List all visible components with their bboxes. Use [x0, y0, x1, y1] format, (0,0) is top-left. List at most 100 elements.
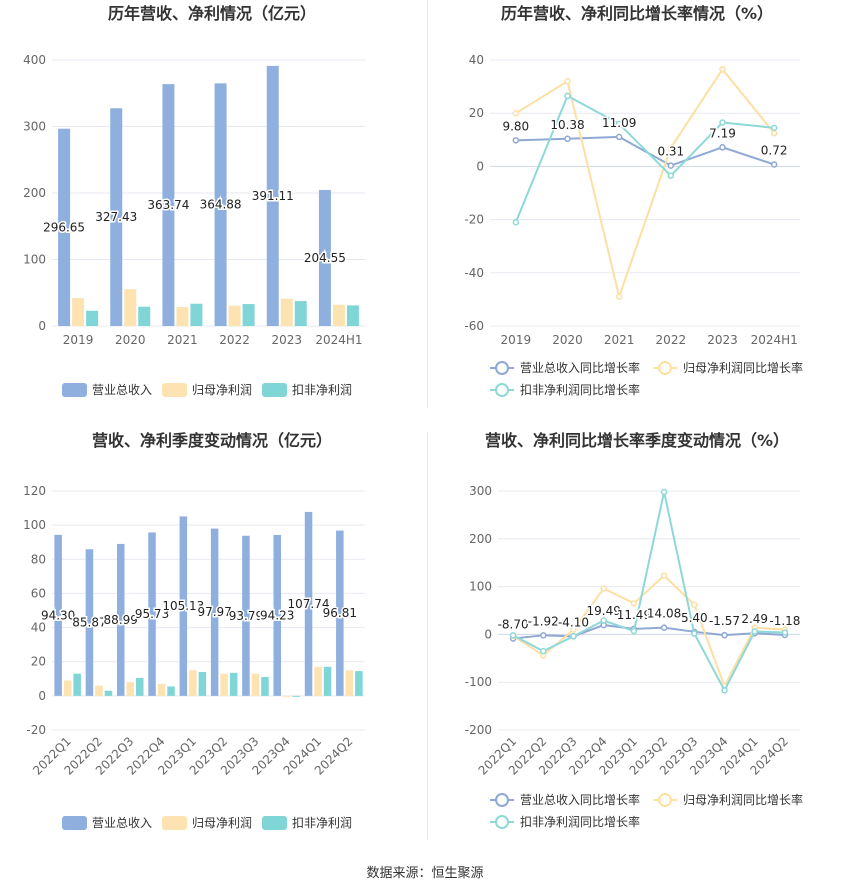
legend-label: 归母净利润 — [192, 816, 252, 830]
y-tick-label: 80 — [31, 552, 46, 566]
bar — [345, 670, 354, 696]
data-label: 364.88 — [200, 198, 242, 212]
x-tick-label: 2020 — [115, 333, 146, 347]
y-tick-label: 0 — [38, 689, 46, 703]
data-label: -1.18 — [769, 614, 800, 628]
y-tick-label: 0 — [38, 319, 46, 333]
legend-label: 扣非净利润 — [292, 816, 352, 830]
divider-bottom — [427, 432, 428, 840]
bar — [355, 671, 363, 696]
bar — [110, 108, 123, 326]
data-point — [615, 293, 623, 300]
legend-label: 扣非净利润同比增长率 — [520, 814, 640, 829]
bar — [242, 535, 250, 696]
legend-label: 营业总收入 — [92, 816, 152, 830]
x-tick-label: 2022 — [656, 333, 687, 347]
data-label: 296.65 — [43, 220, 85, 234]
data-point — [600, 585, 607, 592]
y-tick-label: 400 — [23, 53, 46, 67]
x-tick-label: 2021 — [167, 333, 198, 347]
data-point — [660, 624, 668, 631]
y-tick-label: -100 — [465, 675, 492, 689]
data-point — [540, 632, 547, 639]
data-point — [660, 488, 668, 496]
y-tick-label: 20 — [31, 655, 46, 669]
quarterly-growth-rate-chart: 营收、净利同比增长率季度变动情况（%） -200 -100 0 100 200 300 202… — [425, 430, 850, 845]
data-label: 11.49 — [617, 608, 651, 622]
legend-marker — [495, 383, 509, 397]
data-label: 14.08 — [647, 607, 681, 621]
data-label: 96.81 — [323, 606, 357, 620]
y-tick-label: -40 — [464, 266, 484, 280]
series-line — [512, 624, 785, 640]
data-label: 10.38 — [550, 118, 584, 132]
legend-label: 营业总收入 — [92, 383, 152, 397]
data-label: -4.10 — [558, 615, 589, 629]
bar — [332, 304, 345, 326]
data-point — [667, 172, 675, 179]
data-point — [512, 219, 520, 226]
legend-swatch — [162, 816, 187, 830]
data-point — [564, 92, 571, 100]
x-tick-label: 2019 — [63, 333, 94, 347]
legend-swatch — [62, 383, 87, 397]
series-line — [515, 135, 775, 167]
chart-title: 历年营收、净利情况（亿元） — [108, 4, 316, 23]
x-tick-label: 2024H1 — [751, 333, 798, 347]
data-label: 94.23 — [260, 608, 294, 622]
bar — [251, 673, 260, 696]
data-label: -1.92 — [528, 614, 559, 628]
bar — [336, 530, 344, 696]
x-tick-label: 2022 — [219, 333, 250, 347]
data-point — [667, 162, 675, 169]
data-point — [540, 647, 547, 655]
series-line — [514, 94, 775, 223]
bar — [179, 516, 188, 696]
data-point — [564, 135, 571, 143]
data-point — [600, 617, 607, 624]
y-tick-label: -60 — [464, 319, 484, 333]
legend-label: 扣非净利润同比增长率 — [520, 382, 640, 397]
bar — [318, 189, 331, 326]
data-point — [770, 161, 778, 168]
data-label: 95.73 — [135, 607, 169, 621]
data-point — [721, 631, 728, 639]
bar — [292, 695, 301, 697]
legend-marker — [658, 793, 672, 807]
data-point — [691, 630, 698, 637]
data-point — [630, 600, 638, 607]
data-label: 5.40 — [681, 611, 708, 625]
data-label: 93.79 — [229, 609, 263, 623]
legend-label: 营业总收入同比增长率 — [520, 360, 640, 375]
data-point — [570, 626, 577, 633]
data-label: 204.55 — [304, 251, 346, 265]
series-line — [515, 67, 775, 301]
legend-marker — [495, 793, 509, 807]
y-tick-label: 40 — [469, 53, 484, 67]
data-point — [719, 144, 726, 151]
bar — [346, 305, 359, 326]
y-tick-label: 200 — [469, 532, 492, 546]
x-tick-label: 2020 — [552, 333, 583, 347]
bar — [72, 298, 85, 326]
data-label: 7.19 — [709, 126, 736, 140]
bar — [229, 672, 238, 696]
legend-label: 归母净利润同比增长率 — [683, 360, 803, 375]
bar — [214, 83, 227, 326]
chart-title: 营收、净利季度变动情况（亿元） — [92, 431, 332, 450]
data-point — [512, 109, 520, 117]
data-point — [615, 120, 623, 128]
data-point — [719, 119, 726, 126]
bar — [266, 65, 279, 326]
y-tick-label: -200 — [465, 723, 492, 737]
data-point — [781, 629, 789, 636]
legend-swatch — [262, 816, 287, 830]
legend-swatch — [62, 816, 87, 830]
x-tick-label: 2023 — [271, 333, 302, 347]
legend-marker — [658, 361, 672, 375]
bar — [157, 683, 166, 696]
bar — [148, 532, 156, 696]
bar — [304, 511, 313, 696]
bar — [210, 528, 219, 696]
data-label: 0.72 — [761, 143, 788, 157]
